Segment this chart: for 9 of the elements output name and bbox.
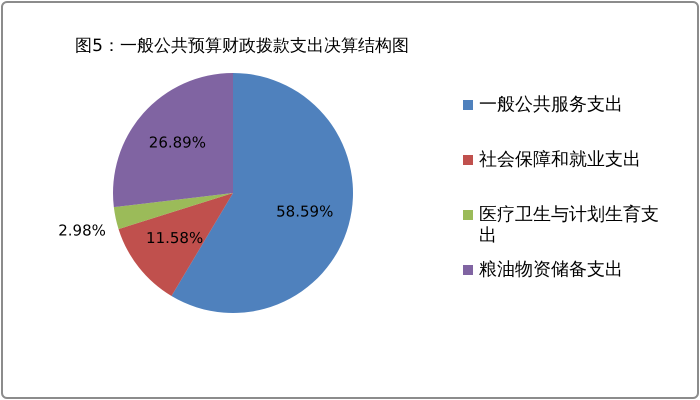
data-label: 2.98%: [58, 222, 106, 240]
legend-label: 粮油物资储备支出: [479, 259, 623, 280]
data-label: 26.89%: [148, 133, 206, 152]
data-label: 11.58%: [146, 229, 204, 248]
legend-label: 社会保障和就业支出: [479, 149, 641, 170]
legend-label: 医疗卫生与计划生育支出: [479, 204, 660, 246]
legend-label: 一般公共服务支出: [479, 94, 623, 115]
chart-title: 图5：一般公共预算财政拨款支出决算结构图: [74, 35, 410, 57]
data-label: 58.59%: [276, 202, 334, 221]
